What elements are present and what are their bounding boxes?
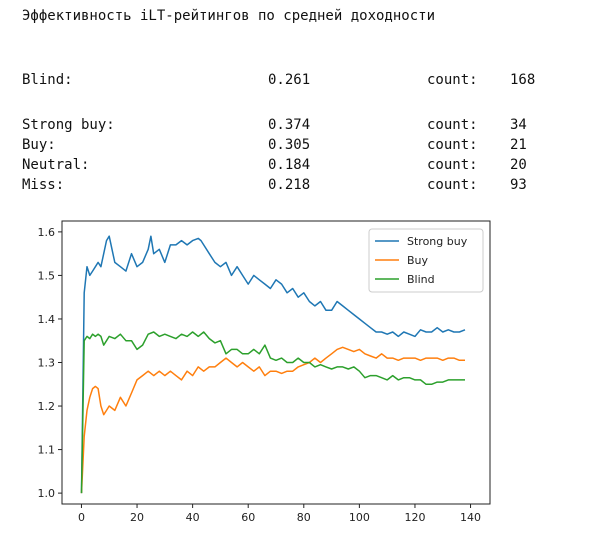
count-label: count:	[427, 72, 478, 88]
count-value: 21	[510, 137, 527, 153]
y-tick-label: 1.3	[38, 357, 56, 370]
y-tick-label: 1.6	[38, 226, 56, 239]
count-label: count:	[427, 117, 478, 133]
legend-box	[368, 228, 484, 293]
stats-row-neutral: Neutral: 0.184 count: 20	[22, 157, 582, 177]
stats-row-miss: Miss: 0.218 count: 93	[22, 177, 582, 197]
x-tick-label: 120	[404, 511, 425, 524]
stats-row-buy: Buy: 0.305 count: 21	[22, 137, 582, 157]
stat-value: 0.218	[268, 177, 311, 193]
x-tick-label: 0	[78, 511, 85, 524]
y-tick-label: 1.0	[38, 487, 56, 500]
count-value: 34	[510, 117, 527, 133]
stat-value: 0.374	[268, 117, 311, 133]
stat-value: 0.184	[268, 157, 311, 173]
y-axis: 1.0 1.1 1.2 1.3 1.4 1.5 1.6	[38, 226, 62, 500]
y-tick-label: 1.1	[38, 444, 56, 457]
x-tick-label: 140	[460, 511, 481, 524]
line-chart: 1.0 1.1 1.2 1.3 1.4 1.5 1.6 0 20 40 60 80 100 120 140…	[38, 220, 491, 524]
stat-value: 0.261	[268, 72, 311, 88]
output-title: Эффективность iLT-рейтингов по средней д…	[22, 8, 436, 24]
series-line	[80, 346, 465, 494]
x-tick-label: 20	[130, 511, 144, 524]
stat-label: Strong buy:	[22, 117, 115, 133]
stat-label: Buy:	[22, 137, 56, 153]
stats-row-strong-buy: Strong buy: 0.374 count: 34	[22, 117, 582, 137]
count-value: 20	[510, 157, 527, 173]
series-lines	[80, 235, 466, 494]
count-label: count:	[427, 137, 478, 153]
count-label: count:	[427, 157, 478, 173]
x-tick-label: 60	[241, 511, 255, 524]
x-tick-label: 40	[186, 511, 200, 524]
count-value: 93	[510, 177, 527, 193]
stat-label: Miss:	[22, 177, 65, 193]
legend-label: Blind	[407, 273, 435, 286]
stat-label: Blind:	[22, 72, 73, 88]
count-value: 168	[510, 72, 536, 88]
stat-label: Neutral:	[22, 157, 90, 173]
x-tick-label: 80	[297, 511, 311, 524]
y-tick-label: 1.2	[38, 400, 56, 413]
count-label: count:	[427, 177, 478, 193]
legend-label: Strong buy	[407, 235, 468, 248]
stat-value: 0.305	[268, 137, 311, 153]
legend: Strong buy Buy Blind	[368, 228, 484, 293]
y-tick-label: 1.5	[38, 269, 56, 282]
legend-label: Buy	[407, 254, 429, 267]
x-tick-label: 100	[349, 511, 370, 524]
x-axis: 0 20 40 60 80 100 120 140	[78, 504, 481, 524]
plot-frame	[61, 220, 491, 505]
series-line	[80, 331, 465, 494]
y-tick-label: 1.4	[38, 313, 56, 326]
series-line	[80, 235, 466, 494]
stats-row-blind: Blind: 0.261 count: 168	[22, 72, 582, 92]
